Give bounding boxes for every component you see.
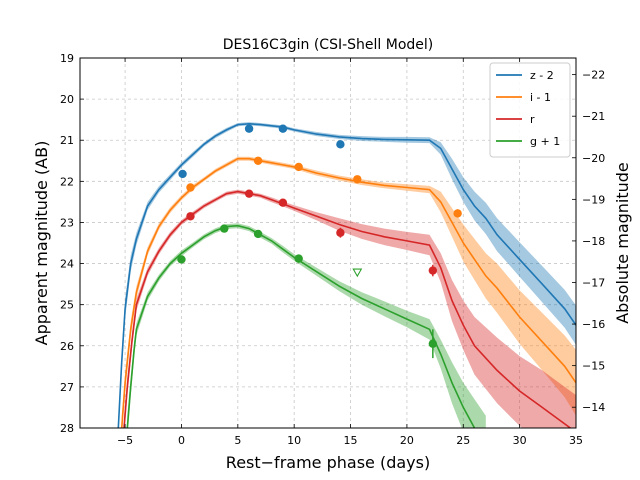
data-point xyxy=(220,224,229,233)
y-axis-ticks: 19 20 21 22 23 24 25 26 27 28 xyxy=(60,52,84,435)
x-tick-label: 20 xyxy=(400,434,414,447)
x-tick-label: 15 xyxy=(344,434,358,447)
y2-tick-label: −22 xyxy=(582,69,605,82)
data-point xyxy=(244,124,254,133)
x-tick-label: −5 xyxy=(117,434,133,447)
y2-tick-label: −21 xyxy=(582,110,605,123)
data-point xyxy=(186,183,195,192)
y-tick-label: 20 xyxy=(60,93,74,106)
data-point xyxy=(278,198,288,207)
legend-label: i - 1 xyxy=(530,91,551,104)
x-tick-label: 5 xyxy=(234,434,241,447)
data-point xyxy=(253,229,263,239)
legend-box xyxy=(489,62,571,158)
legend-label: z - 2 xyxy=(530,69,554,82)
y-tick-label: 22 xyxy=(60,175,74,188)
y-tick-label: 24 xyxy=(60,258,74,271)
data-point xyxy=(186,212,195,221)
x-tick-label: 25 xyxy=(456,434,470,447)
y2-tick-label: −14 xyxy=(582,401,605,414)
data-point xyxy=(336,228,345,237)
plot-frame xyxy=(79,57,577,429)
x-tick-label: 0 xyxy=(178,434,185,447)
upper-limit-marker xyxy=(352,268,363,278)
x-tick-label: 30 xyxy=(513,434,527,447)
data-point xyxy=(294,254,303,263)
confidence-bands xyxy=(118,122,576,428)
data-point xyxy=(278,124,288,133)
x-tick-label: 35 xyxy=(569,434,583,447)
y2-axis-label: Absolute magnitude xyxy=(613,162,632,324)
y2-tick-label: −18 xyxy=(582,235,605,248)
data-point xyxy=(453,209,462,218)
data-point xyxy=(294,162,303,172)
observed-points xyxy=(177,124,462,359)
y2-tick-label: −17 xyxy=(582,276,605,289)
confidence-band xyxy=(127,223,486,428)
y2-tick-label: −20 xyxy=(582,152,605,165)
y2-tick-label: −16 xyxy=(582,318,605,331)
data-point xyxy=(336,140,345,149)
confidence-band xyxy=(121,156,576,428)
y-tick-label: 25 xyxy=(60,299,74,312)
data-point xyxy=(353,175,362,184)
chart-title: DES16C3gin (CSI-Shell Model) xyxy=(223,37,434,53)
data-point xyxy=(244,189,254,198)
y2-tick-label: −15 xyxy=(582,360,605,373)
model-line xyxy=(120,157,576,428)
y-tick-label: 26 xyxy=(60,340,74,353)
x-axis-label: Rest−frame phase (days) xyxy=(226,453,430,472)
y-tick-label: 19 xyxy=(60,52,74,65)
data-point xyxy=(428,339,438,348)
y2-axis-ticks: −22 −21 −20 −19 −18 −17 −16 −15 −14 xyxy=(572,69,605,414)
legend: z - 2 i - 1 r g + 1 xyxy=(489,62,571,158)
data-point xyxy=(253,156,263,165)
confidence-band xyxy=(124,189,576,428)
y-tick-label: 28 xyxy=(60,422,74,435)
data-point xyxy=(177,255,186,264)
y-tick-label: 21 xyxy=(60,134,74,147)
y-axis-label: Apparent magnitude (AB) xyxy=(32,141,51,346)
data-point xyxy=(178,169,187,179)
x-tick-label: 10 xyxy=(287,434,301,447)
y-tick-label: 23 xyxy=(60,216,74,229)
legend-label: g + 1 xyxy=(530,135,560,148)
data-point xyxy=(428,266,438,275)
y-tick-label: 27 xyxy=(60,381,74,394)
x-axis-ticks: −5 0 5 10 15 20 25 30 35 xyxy=(117,58,583,447)
legend-label: r xyxy=(530,113,535,126)
y2-tick-label: −19 xyxy=(582,193,605,206)
